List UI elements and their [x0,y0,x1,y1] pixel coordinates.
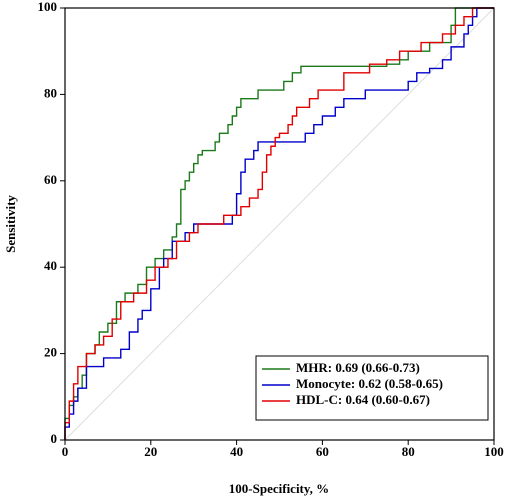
x-tick-label: 100 [484,444,504,459]
legend-label: HDL-C: 0.64 (0.60-0.67) [296,392,430,407]
x-tick-label: 20 [144,444,157,459]
legend: MHR: 0.69 (0.66-0.73)Monocyte: 0.62 (0.5… [255,355,489,421]
y-tick-label: 20 [44,345,57,360]
roc-curve [64,7,494,440]
y-tick-label: 0 [51,431,58,446]
y-tick-label: 100 [38,0,58,14]
x-tick-label: 60 [316,444,329,459]
legend-label: MHR: 0.69 (0.66-0.73) [296,360,420,375]
y-tick-label: 60 [44,172,57,187]
x-tick-label: 80 [402,444,415,459]
x-tick-label: 40 [230,444,243,459]
x-axis-label: 100-Specificity, % [229,481,329,496]
legend-box [255,355,489,421]
x-tick-label: 0 [62,444,69,459]
y-tick-label: 40 [44,258,57,273]
legend-label: Monocyte: 0.62 (0.58-0.65) [296,376,443,391]
reference-line [64,7,495,441]
roc-curve [64,7,494,440]
y-tick-label: 80 [44,85,57,100]
y-axis-label: Sensitivity [3,195,18,253]
plot-frame [64,7,495,441]
